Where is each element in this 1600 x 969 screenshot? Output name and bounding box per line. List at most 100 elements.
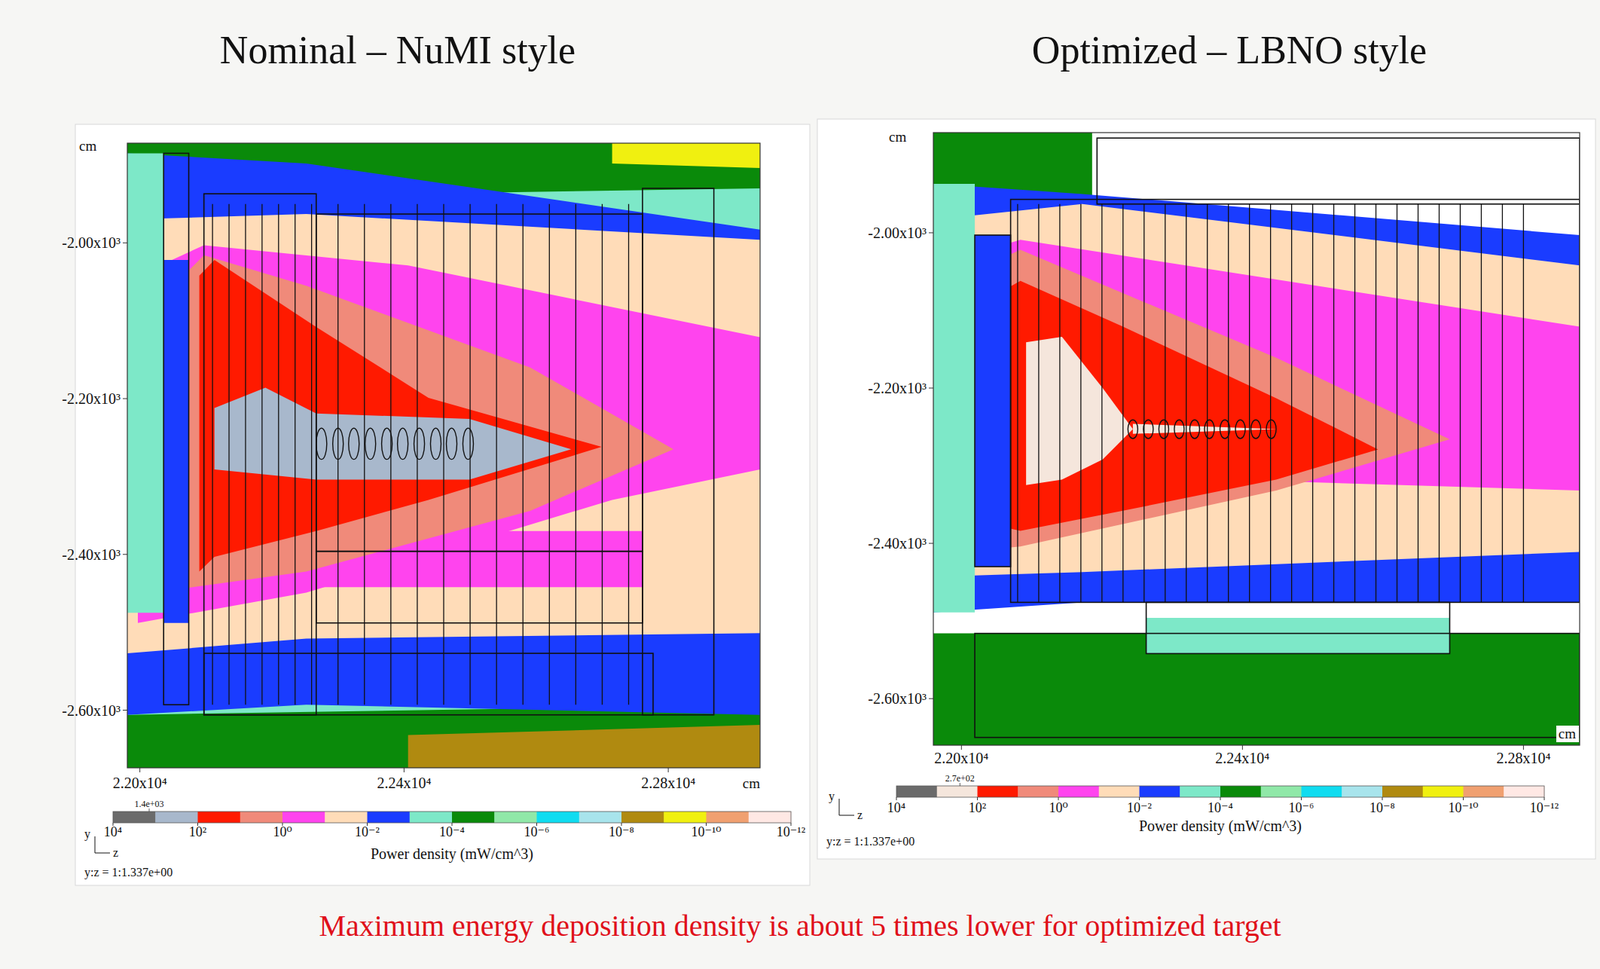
- colorbar-tick-label: 10⁰: [1048, 800, 1068, 816]
- target-segment: [1220, 419, 1231, 439]
- colorbar-cell: [663, 811, 707, 823]
- geometry-plate: [1523, 204, 1524, 603]
- colorbar-tick-label: 10⁻¹²: [776, 824, 806, 840]
- colorbar-max-label: 2.7e+02: [945, 772, 975, 784]
- axis-icon-arrow: [839, 798, 840, 816]
- colorbar-cell: [621, 811, 665, 823]
- panel-title: Optimized – LBNO style: [1032, 28, 1427, 72]
- y-tick-label: -2.40x10³: [867, 534, 927, 552]
- geometry-box: [974, 633, 1580, 738]
- geometry-plate: [1333, 204, 1335, 603]
- target-segment: [1143, 419, 1154, 439]
- deposition-region: [933, 204, 1580, 578]
- geometry-plate: [363, 204, 365, 706]
- axis-icon: yz: [84, 827, 119, 859]
- panel-background: [75, 124, 810, 886]
- target-segment: [462, 427, 474, 459]
- geometry-plate: [1459, 204, 1461, 603]
- axis-icon: yz: [828, 789, 863, 822]
- target-segment: [397, 427, 409, 459]
- geometry-plate: [1143, 204, 1145, 603]
- colorbar-cell: [324, 811, 368, 823]
- plot-area: [127, 143, 761, 768]
- geometry-plate: [1206, 204, 1208, 603]
- geometry-box: [316, 551, 643, 623]
- geometry-plate: [1016, 204, 1018, 603]
- colorbar-cell: [155, 811, 199, 823]
- plot-background: [933, 132, 1580, 746]
- geometry-box: [316, 213, 643, 552]
- deposition-region: [199, 259, 602, 572]
- target-segment: [1204, 419, 1215, 439]
- x-tick: [668, 767, 669, 773]
- deposition-region: [974, 235, 1011, 567]
- axis-icon-label: y: [84, 827, 91, 841]
- deposition-region: [152, 255, 674, 593]
- y-tick: [122, 398, 128, 400]
- geometry-plate: [1396, 204, 1398, 603]
- geometry-plate: [311, 204, 312, 706]
- plot-background: [127, 143, 761, 768]
- geometry-box: [204, 193, 317, 715]
- deposition-region: [214, 387, 572, 480]
- colorbar-cell: [1463, 785, 1505, 797]
- colorbar-frame: [896, 785, 1545, 797]
- geometry-box: [204, 653, 654, 715]
- axis-icon-arrow: [94, 852, 110, 854]
- colorbar-cell: [282, 811, 326, 823]
- geometry-plate: [211, 204, 213, 706]
- geometry-plate: [1101, 204, 1103, 603]
- y-tick: [928, 232, 934, 233]
- geometry-plate: [261, 204, 263, 706]
- geometry-plate: [244, 204, 246, 706]
- y-axis-unit: cm: [79, 137, 97, 154]
- colorbar-cell: [748, 811, 792, 823]
- colorbar-tick-label: 10⁻⁴: [1207, 800, 1234, 816]
- deposition-region: [1025, 336, 1133, 486]
- colorbar-cell: [579, 811, 623, 823]
- geometry-plate: [228, 204, 230, 706]
- axis-icon-label: z: [857, 808, 863, 822]
- geometry-plate: [1080, 204, 1081, 603]
- x-tick-label: 2.24x10⁴: [1215, 749, 1270, 767]
- plot-frame: [933, 132, 1580, 746]
- colorbar-label: Power density (mW/cm^3): [1138, 817, 1302, 835]
- axis-icon-label: z: [112, 845, 119, 859]
- x-tick-label: 2.20x10⁴: [934, 749, 989, 767]
- colorbar-cell: [896, 785, 938, 797]
- target-segment: [1189, 419, 1200, 439]
- colorbar-cell: [1139, 785, 1181, 797]
- colorbar-tick-label: 10⁰: [272, 824, 292, 840]
- geometry-box: [1010, 199, 1580, 603]
- colorbar-cell: [112, 811, 156, 823]
- geometry-box: [163, 152, 189, 705]
- plot-frame: [127, 143, 761, 768]
- panel-background: [817, 119, 1596, 859]
- geometry-plate: [294, 204, 296, 706]
- geometry-plate: [1248, 204, 1250, 603]
- geometry-plate: [1502, 204, 1503, 603]
- geometry-plate: [601, 204, 603, 706]
- colorbar-tick-label: 10⁻²: [354, 824, 380, 840]
- geometry-plate: [1375, 204, 1377, 603]
- target-segment: [316, 427, 327, 459]
- x-tick-label: 2.28x10⁴: [641, 774, 696, 791]
- y-tick: [122, 709, 128, 711]
- colorbar-tick-label: 10⁴: [103, 824, 123, 840]
- geometry-plate: [628, 204, 630, 706]
- axis-icon-arrow: [839, 815, 855, 816]
- x-tick: [139, 767, 141, 773]
- target-segment: [430, 427, 441, 459]
- panel: -2.00x10³-2.20x10³-2.40x10³-2.60x10³2.20…: [61, 124, 810, 886]
- colorbar: 10⁴10²10⁰10⁻²10⁻⁴10⁻⁶10⁻⁸10⁻¹⁰10⁻¹²2.7e+…: [887, 772, 1559, 835]
- geometry: [974, 137, 1580, 737]
- y-tick-label: -2.20x10³: [61, 390, 121, 407]
- deposition-region: [127, 704, 761, 768]
- geometry-plate: [1354, 204, 1356, 603]
- colorbar-cell: [706, 811, 750, 823]
- deposition-region: [127, 143, 761, 768]
- geometry-plate: [1185, 204, 1187, 603]
- deposition-region: [127, 152, 761, 715]
- colorbar-cell: [494, 811, 538, 823]
- y-tick: [928, 698, 934, 700]
